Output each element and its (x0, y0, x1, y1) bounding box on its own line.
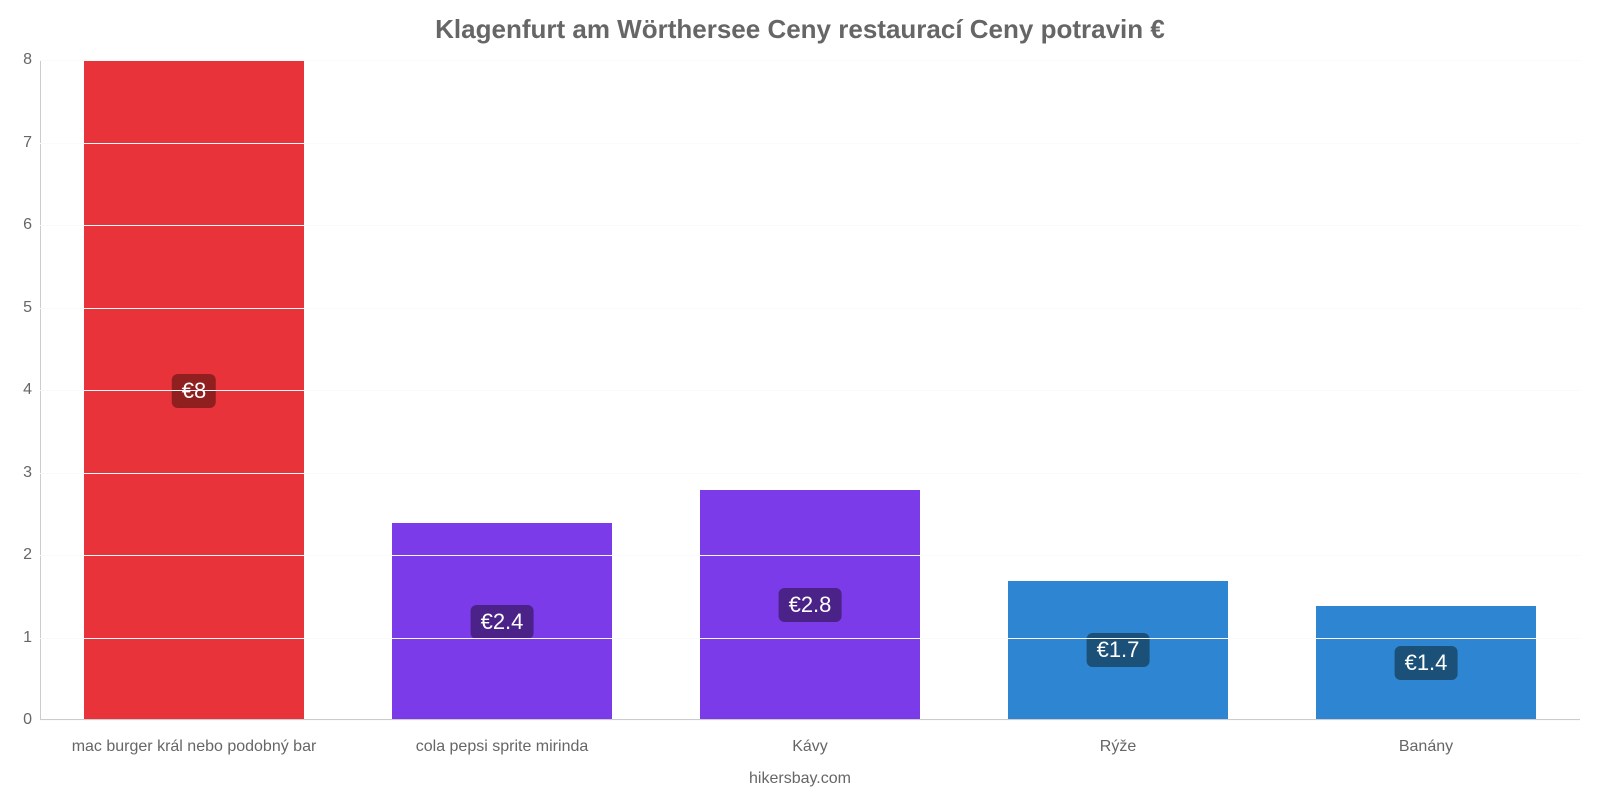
grid-line (40, 143, 1580, 144)
grid-line (40, 225, 1580, 226)
bar: €2.8 (699, 489, 921, 720)
y-tick-label: 1 (23, 629, 40, 647)
value-badge: €2.8 (779, 588, 842, 622)
x-axis-label: Banány (1272, 738, 1580, 756)
grid-line (40, 638, 1580, 639)
bar: €2.4 (391, 522, 613, 720)
grid-line (40, 308, 1580, 309)
grid-line (40, 390, 1580, 391)
y-tick-label: 6 (23, 216, 40, 234)
y-tick-label: 8 (23, 51, 40, 69)
y-tick-label: 2 (23, 546, 40, 564)
value-badge: €1.4 (1395, 646, 1458, 680)
grid-line (40, 473, 1580, 474)
x-axis-label: Kávy (656, 738, 964, 756)
chart-footer: hikersbay.com (0, 770, 1600, 788)
grid-line (40, 555, 1580, 556)
x-axis-labels: mac burger král nebo podobný barcola pep… (40, 738, 1580, 756)
y-tick-label: 5 (23, 299, 40, 317)
grid-line (40, 720, 1580, 721)
grid-line (40, 60, 1580, 61)
y-tick-label: 4 (23, 381, 40, 399)
plot-area: €8€2.4€2.8€1.7€1.4 012345678 (40, 60, 1580, 720)
bar-chart: Klagenfurt am Wörthersee Ceny restaurací… (0, 0, 1600, 800)
x-axis-label: cola pepsi sprite mirinda (348, 738, 656, 756)
value-badge: €2.4 (471, 605, 534, 639)
bar: €1.4 (1315, 605, 1537, 721)
bar: €1.7 (1007, 580, 1229, 720)
y-tick-label: 0 (23, 711, 40, 729)
chart-title: Klagenfurt am Wörthersee Ceny restaurací… (0, 14, 1600, 45)
x-axis-label: Rýže (964, 738, 1272, 756)
y-tick-label: 7 (23, 134, 40, 152)
x-axis-label: mac burger král nebo podobný bar (40, 738, 348, 756)
y-tick-label: 3 (23, 464, 40, 482)
